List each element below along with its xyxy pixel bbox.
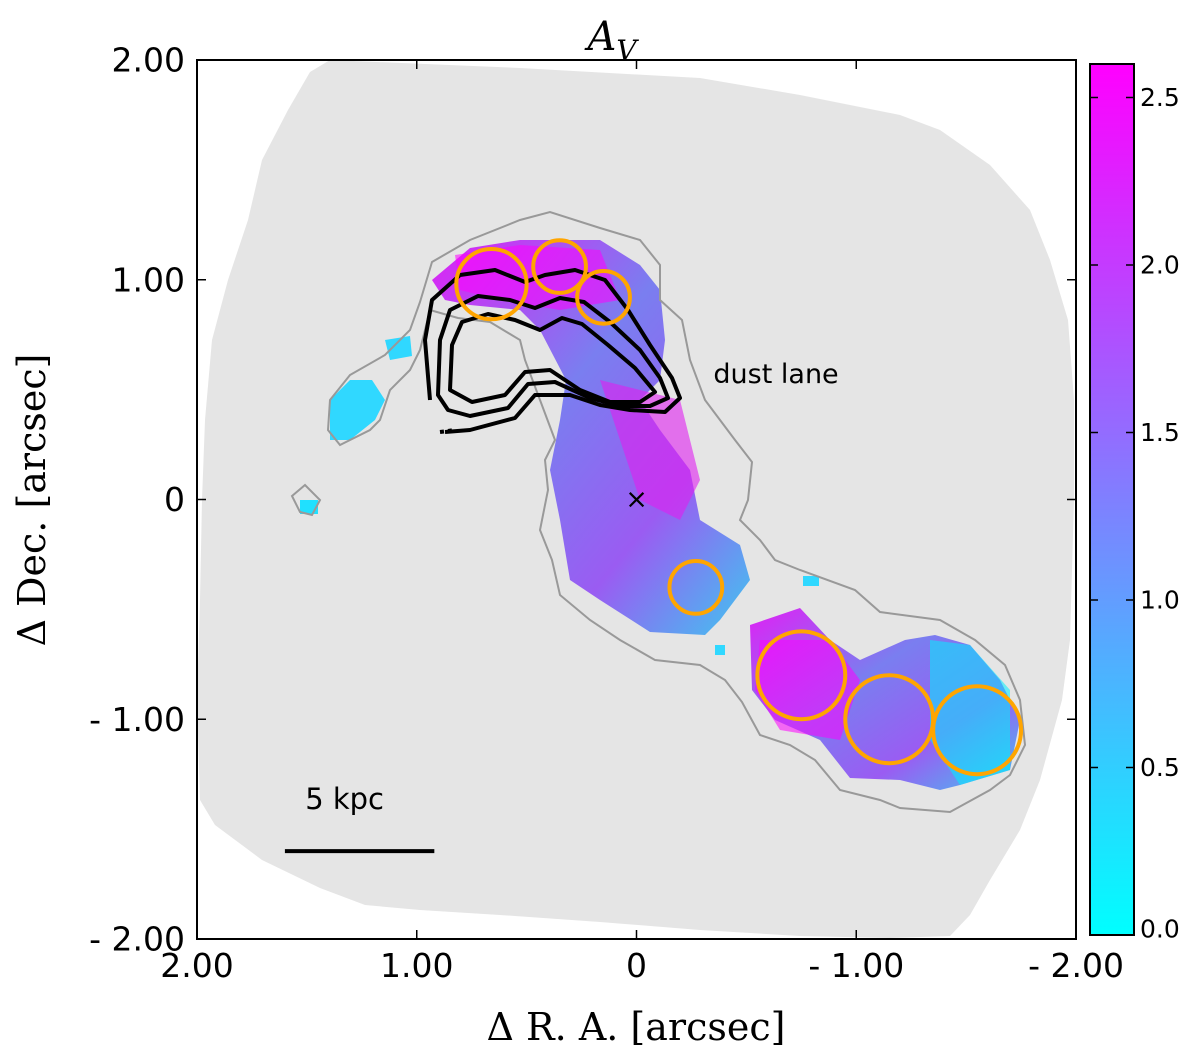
dust-lane-annotation: dust lane: [713, 359, 838, 390]
dust-lane-contours: [423, 268, 682, 434]
colorbar-tick-label: 1.0: [1140, 586, 1180, 615]
small-outline: [290, 483, 322, 517]
y-tick-label: 2.00: [112, 41, 185, 80]
x-tick-label: - 2.00: [1028, 946, 1124, 985]
y-axis-ticks: 2.00 1.00 0 - 1.00 - 2.00: [89, 41, 1076, 959]
region-circle: [531, 238, 588, 295]
x-tick-label: - 1.00: [808, 946, 904, 985]
region-circle: [454, 246, 529, 322]
region-circle: [931, 684, 1024, 777]
y-tick-label: - 2.00: [89, 920, 185, 959]
colorbar-tick-label: 0.5: [1140, 753, 1180, 782]
region-circle: [575, 268, 632, 326]
colorbar-tick-label: 1.5: [1140, 418, 1180, 447]
scale-bar-label: 5 kpc: [305, 782, 384, 816]
x-axis-ticks: 2.00 1.00 0 - 1.00 - 2.00: [160, 60, 1124, 985]
title-main: A: [583, 14, 616, 60]
colorbar-tick-label: 0.0: [1140, 915, 1180, 944]
colorbar-ticks: 0.0 0.5 1.0 1.5 2.0 2.5: [1090, 83, 1180, 944]
x-tick-label: 0: [626, 946, 647, 985]
y-tick-label: 0: [164, 480, 185, 519]
region-circle: [667, 559, 725, 616]
colorbar-tick-label: 2.0: [1140, 251, 1180, 280]
y-tick-label: - 1.00: [89, 700, 185, 739]
chart-title: AV: [583, 14, 639, 67]
x-tick-label: 2.00: [160, 946, 233, 985]
colorbar: [1089, 63, 1135, 936]
title-sub: V: [616, 34, 639, 67]
x-axis-label: Δ R. A. [arcsec]: [487, 1005, 786, 1049]
x-tick-label: 1.00: [380, 946, 453, 985]
y-axis-label: Δ Dec. [arcsec]: [10, 354, 54, 647]
galaxy-center-marker: ×: [625, 484, 648, 515]
extraction-regions: [454, 238, 1024, 777]
colorbar-tick-label: 2.5: [1140, 83, 1180, 112]
region-circle: [755, 629, 848, 722]
data-outline: [326, 210, 1027, 814]
y-tick-label: 1.00: [112, 260, 185, 299]
